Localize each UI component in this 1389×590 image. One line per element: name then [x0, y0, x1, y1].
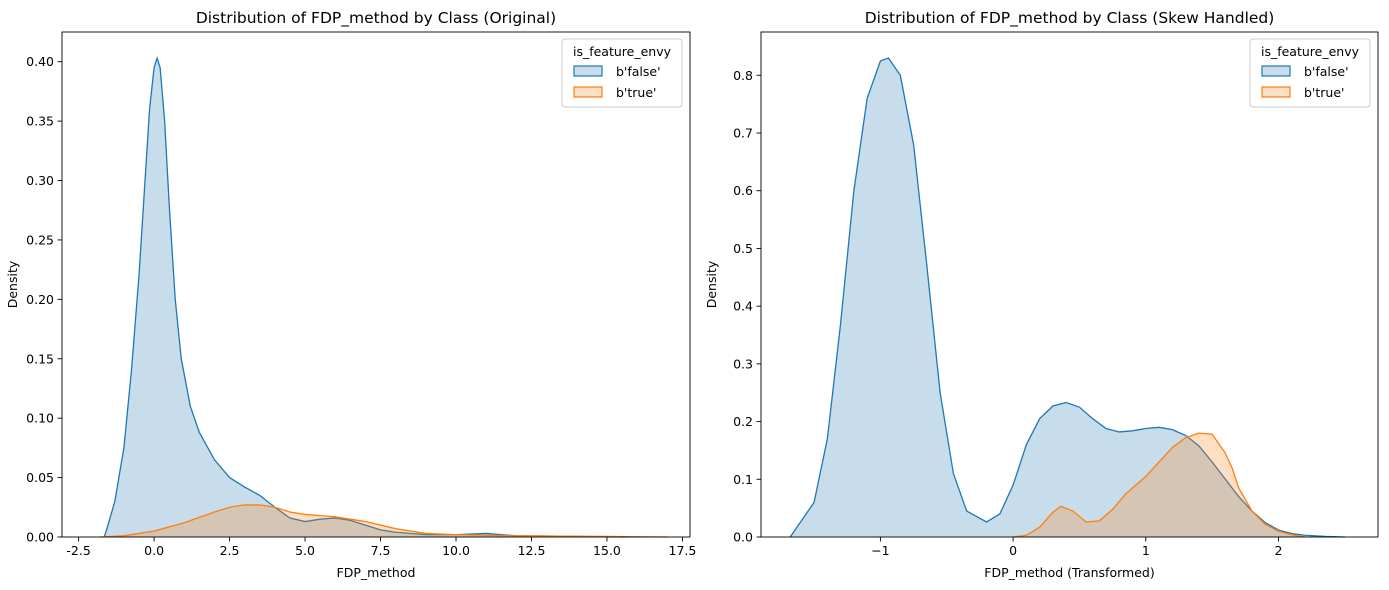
- x-tick-label: 17.5: [669, 543, 697, 558]
- density-line-true: [1013, 432, 1306, 538]
- legend-swatch-false: [1261, 65, 1291, 77]
- x-tick-label: 15.0: [593, 543, 621, 558]
- y-tick-label: 0.8: [733, 68, 753, 83]
- y-tick-label: 0.15: [26, 351, 54, 366]
- y-tick-label: 0.2: [733, 414, 753, 429]
- x-tick-label: 7.5: [371, 543, 391, 558]
- chart-title: Distribution of FDP_method by Class (Ori…: [196, 9, 556, 28]
- legend-label-true: b'true': [616, 85, 656, 100]
- legend-title: is_feature_envy: [573, 44, 672, 59]
- right-density-chart: Distribution of FDP_method by Class (Ske…: [704, 9, 1379, 580]
- y-tick-label: 0.7: [733, 126, 753, 141]
- y-tick-label: 0.20: [26, 292, 54, 307]
- legend-box: [1249, 38, 1371, 108]
- x-tick-label: 2: [1275, 543, 1283, 558]
- y-tick-label: 0.5: [733, 241, 753, 256]
- plot-frame: [760, 31, 1379, 538]
- y-tick-label: 0.25: [26, 232, 54, 247]
- density-line-false: [789, 57, 1345, 538]
- legend-swatch-true: [573, 86, 603, 98]
- legend-swatch-true: [1261, 86, 1291, 98]
- y-tick-label: 0.00: [26, 530, 54, 545]
- legend-label-true: b'true': [1304, 85, 1344, 100]
- legend-swatch-false: [573, 65, 603, 77]
- legend-box: [561, 38, 683, 108]
- legend-label-false: b'false': [1304, 64, 1349, 79]
- plot-frame: [61, 31, 691, 538]
- chart-title: Distribution of FDP_method by Class (Ske…: [865, 9, 1275, 28]
- y-tick-label: 0.30: [26, 173, 54, 188]
- y-tick-label: 0.35: [26, 114, 54, 129]
- x-axis-label: FDP_method: [337, 565, 416, 580]
- y-tick-label: 0.1: [733, 472, 753, 487]
- y-axis-label: Density: [704, 260, 719, 308]
- y-axis-label: Density: [5, 260, 20, 308]
- density-fill-false: [790, 57, 1345, 537]
- left-density-chart: Distribution of FDP_method by Class (Ori…: [5, 9, 696, 580]
- x-tick-label: 10.0: [442, 543, 470, 558]
- y-tick-label: 0.0: [733, 530, 753, 545]
- x-tick-label: 1: [1142, 543, 1150, 558]
- x-tick-label: 0.0: [144, 543, 164, 558]
- density-line-true: [99, 504, 668, 538]
- x-tick-label: 0: [1009, 543, 1017, 558]
- x-tick-label: −1: [871, 543, 889, 558]
- density-fill-true: [99, 504, 668, 537]
- legend-title: is_feature_envy: [1261, 44, 1360, 59]
- legend: is_feature_envy b'false' b'true': [1249, 38, 1371, 108]
- x-axis-label: FDP_method (Transformed): [984, 565, 1154, 580]
- x-tick-label: 2.5: [220, 543, 240, 558]
- x-tick-label: 5.0: [295, 543, 315, 558]
- y-tick-label: 0.4: [733, 299, 753, 314]
- legend: is_feature_envy b'false' b'true': [561, 38, 683, 108]
- y-tick-label: 0.10: [26, 411, 54, 426]
- legend-label-false: b'false': [616, 64, 661, 79]
- y-tick-label: 0.05: [26, 470, 54, 485]
- density-fill-false: [104, 58, 626, 537]
- y-tick-label: 0.40: [26, 54, 54, 69]
- x-tick-label: 12.5: [518, 543, 546, 558]
- y-tick-label: 0.6: [733, 183, 753, 198]
- x-tick-label: -2.5: [66, 543, 90, 558]
- density-fill-true: [1013, 433, 1306, 537]
- y-tick-label: 0.3: [733, 356, 753, 371]
